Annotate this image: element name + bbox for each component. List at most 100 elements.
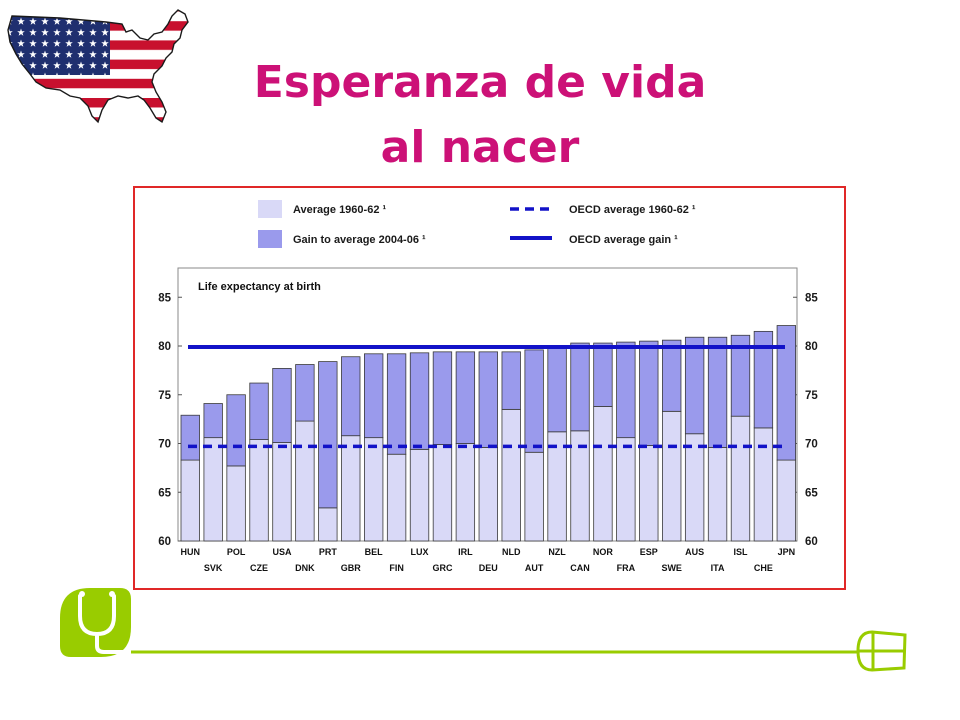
bar-average-1960-62-swe [662, 410, 682, 542]
bar-average-1960-62-esp [639, 445, 659, 542]
x-tick-label-can: CAN [570, 563, 590, 573]
bar-gain-2004-06-che [753, 330, 774, 429]
bar-average-1960-62-gbr [341, 435, 361, 542]
bar-average-1960-62-hun [180, 459, 200, 542]
bar-gain-2004-06-esp [639, 340, 659, 446]
stethoscope-earpiece-right-icon [109, 591, 115, 597]
bar-gain-2004-06-nld [501, 351, 521, 410]
x-tick-label-fra: FRA [617, 563, 636, 573]
slide-title-line-1: Esperanza de vida [253, 57, 707, 108]
x-tick-label-lux: LUX [411, 547, 429, 557]
bar-average-1960-62-fra [616, 437, 636, 542]
bar-average-1960-62-irl [455, 443, 476, 542]
x-tick-label-prt: PRT [319, 547, 338, 557]
chart-title: Life expectancy at birth [198, 281, 321, 293]
x-tick-label-dnk: DNK [295, 563, 315, 573]
bar-gain-2004-06-gbr [341, 356, 361, 437]
bar-gain-2004-06-pol [226, 394, 246, 467]
bar-average-1960-62-pol [226, 465, 246, 542]
chart-legend: Average 1960-62 ¹ Gain to average 2004-0… [258, 200, 696, 248]
bar-gain-2004-06-lux [409, 352, 430, 450]
x-tick-label-grc: GRC [432, 563, 453, 573]
bar-gain-2004-06-deu [478, 351, 498, 448]
y-tick-label-right-75: 75 [805, 390, 818, 402]
bar-average-1960-62-lux [409, 448, 430, 542]
x-tick-label-pol: POL [227, 547, 246, 557]
slide-title-line-2: al nacer [380, 122, 580, 173]
x-tick-label-gbr: GBR [341, 563, 362, 573]
bar-gain-2004-06-nor [593, 342, 613, 407]
y-axes: 60 60 65 65 70 70 75 75 80 80 85 85 [158, 292, 818, 548]
legend-label-average-1960-62: Average 1960-62 ¹ [293, 204, 386, 216]
y-tick-label-left-70: 70 [158, 439, 171, 451]
bar-average-1960-62-isl [730, 415, 751, 542]
y-tick-label-right-80: 80 [805, 341, 818, 353]
bar-gain-2004-06-cze [249, 382, 269, 441]
bar-gain-2004-06-svk [203, 403, 223, 439]
x-tick-label-hun: HUN [181, 547, 201, 557]
x-tick-label-ita: ITA [711, 563, 725, 573]
bar-gain-2004-06-irl [455, 351, 476, 444]
y-tick-label-left-60: 60 [158, 536, 171, 548]
bar-gain-2004-06-prt [318, 361, 338, 509]
x-tick-label-aus: AUS [685, 547, 704, 557]
bar-gain-2004-06-aut [524, 349, 544, 453]
legend-swatch-gain-2004-06 [258, 230, 282, 248]
x-tick-label-nld: NLD [502, 547, 521, 557]
bar-average-1960-62-nld [501, 408, 521, 542]
x-tick-label-cze: CZE [250, 563, 268, 573]
x-tick-label-usa: USA [272, 547, 292, 557]
bar-gain-2004-06-dnk [295, 364, 315, 422]
x-tick-label-jpn: JPN [778, 547, 796, 557]
x-tick-label-esp: ESP [640, 547, 658, 557]
bar-average-1960-62-aut [524, 451, 544, 542]
stethoscope-decoration [60, 588, 907, 672]
bar-average-1960-62-grc [432, 444, 453, 542]
y-tick-label-left-65: 65 [158, 487, 171, 499]
y-tick-label-right-60: 60 [805, 536, 818, 548]
legend-swatch-average-1960-62 [258, 200, 282, 218]
bar-average-1960-62-dnk [295, 420, 315, 542]
bar-gain-2004-06-swe [662, 339, 682, 412]
x-tick-label-nzl: NZL [548, 547, 566, 557]
x-tick-label-fin: FIN [389, 563, 404, 573]
oecd-reference-lines [188, 344, 785, 449]
bar-average-1960-62-fin [386, 453, 407, 542]
us-flag-map-icon [7, 9, 189, 124]
stethoscope-earpiece-left-icon [79, 591, 85, 597]
y-tick-label-left-80: 80 [158, 341, 171, 353]
bar-gain-2004-06-isl [730, 334, 751, 417]
x-tick-label-deu: DEU [479, 563, 498, 573]
bar-average-1960-62-cze [249, 439, 269, 542]
y-tick-label-left-75: 75 [158, 390, 171, 402]
bar-gain-2004-06-can [570, 342, 590, 432]
life-expectancy-chart: Average 1960-62 ¹ Gain to average 2004-0… [158, 200, 818, 573]
bar-gain-2004-06-aus [684, 336, 705, 435]
bar-average-1960-62-ita [707, 446, 728, 542]
bar-average-1960-62-prt [318, 507, 338, 542]
bar-gain-2004-06-hun [180, 414, 200, 461]
x-tick-label-nor: NOR [593, 547, 614, 557]
bar-gain-2004-06-usa [272, 368, 292, 443]
bar-average-1960-62-bel [364, 437, 384, 542]
legend-label-oecd-average-1960-62: OECD average 1960-62 ¹ [569, 204, 696, 216]
x-tick-label-irl: IRL [458, 547, 473, 557]
bar-average-1960-62-nor [593, 406, 613, 542]
x-tick-label-bel: BEL [365, 547, 384, 557]
bar-average-1960-62-jpn [776, 459, 797, 542]
legend-label-oecd-average-gain: OECD average gain ¹ [569, 234, 678, 246]
bar-gain-2004-06-bel [364, 353, 384, 439]
bar-gain-2004-06-nzl [547, 346, 567, 433]
bar-average-1960-62-aus [684, 433, 705, 542]
bar-average-1960-62-nzl [547, 431, 567, 542]
x-tick-label-aut: AUT [525, 563, 544, 573]
legend-label-gain-2004-06: Gain to average 2004-06 ¹ [293, 234, 426, 246]
x-tick-label-svk: SVK [204, 563, 223, 573]
x-tick-label-che: CHE [754, 563, 773, 573]
x-tick-label-isl: ISL [733, 547, 748, 557]
bar-gain-2004-06-fra [616, 341, 636, 439]
bar-gain-2004-06-jpn [776, 325, 797, 461]
y-tick-label-right-65: 65 [805, 487, 818, 499]
y-tick-label-right-70: 70 [805, 439, 818, 451]
